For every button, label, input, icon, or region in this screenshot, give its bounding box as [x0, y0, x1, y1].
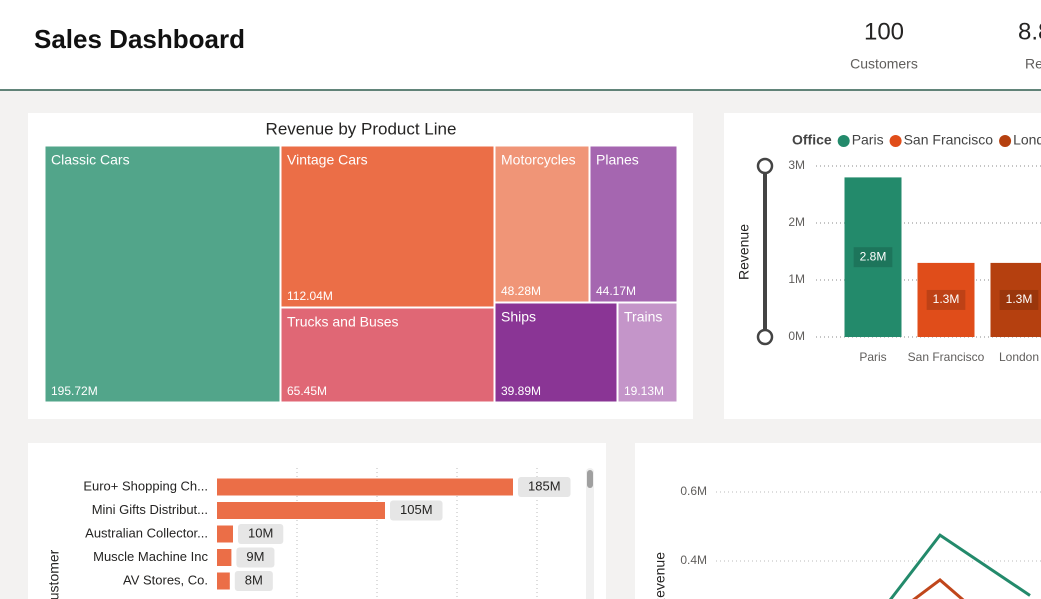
treemap-tile [589, 145, 678, 303]
bar [217, 478, 513, 496]
x-tick-label: San Francisco [907, 350, 985, 364]
x-tick-label-box: San Francisco [907, 350, 985, 364]
bar [217, 525, 233, 543]
tile-value: 65.45M [287, 384, 327, 398]
y-tick-label: 0.4M [680, 553, 707, 567]
header-bar [0, 0, 1041, 90]
treemap-tile [494, 145, 590, 303]
value-label: 8M [245, 572, 263, 587]
y-tick-label: 1M [788, 272, 805, 286]
bar [217, 572, 230, 590]
y-tick-label: Muscle Machine Inc [93, 549, 208, 564]
y-tick-label: Euro+ Shopping Ch... [83, 478, 208, 493]
legend-marker [837, 135, 850, 147]
value-label-bg [853, 247, 893, 268]
panel [28, 443, 606, 599]
value-label-bg [390, 500, 443, 521]
panel [635, 443, 1041, 599]
y-tick-label: Mini Gifts Distribut... [92, 502, 208, 517]
kpi-label: Re [1025, 56, 1041, 72]
slider-handle[interactable] [756, 157, 774, 175]
tile-label: Classic Cars [51, 152, 130, 168]
y-tick-label: 0M [788, 329, 805, 343]
y-axis-title: Revenue [736, 224, 752, 280]
value-label-bg [234, 571, 273, 591]
tile-value: 39.89M [501, 384, 541, 398]
treemap-tile [44, 145, 281, 403]
tile-label: Trucks and Buses [287, 314, 399, 330]
slider-handle[interactable] [756, 328, 774, 346]
value-label: 1.3M [1006, 292, 1033, 306]
line [912, 578, 965, 599]
line [888, 533, 1031, 599]
y-tick-label: 2M [788, 215, 805, 229]
legend-title: Office [792, 132, 832, 148]
kpi-label: Customers [850, 56, 918, 72]
chart-title: Revenue by Product Line [266, 119, 457, 138]
tile-value: 19.13M [624, 384, 664, 398]
scrollbar-track[interactable] [586, 468, 594, 599]
value-label: 10M [248, 525, 273, 540]
y-tick-label: Australian Collector... [85, 525, 208, 540]
bar [844, 177, 902, 337]
treemap-tile [617, 302, 678, 403]
value-label: 105M [400, 502, 433, 517]
tile-value: 44.17M [596, 284, 636, 298]
kpi-value: 100 [864, 18, 904, 45]
value-label-bg [236, 547, 275, 568]
tile-label: Vintage Cars [287, 152, 368, 168]
value-label-bg [999, 289, 1039, 310]
y-axis-title: Customer [46, 549, 62, 599]
treemap-tile [280, 145, 495, 308]
tile-label: Motorcycles [501, 152, 576, 168]
bar [217, 549, 232, 566]
y-axis-title: Revenue [652, 552, 668, 599]
value-label: 185M [528, 478, 561, 493]
legend-label: San Francisco [904, 132, 994, 148]
value-label-bg [238, 524, 284, 544]
value-label: 9M [246, 549, 264, 564]
value-label-bg [518, 477, 571, 497]
kpi-value: 8.8 [1018, 18, 1041, 45]
value-label: 2.8M [860, 249, 887, 263]
x-tick-label: London [998, 350, 1040, 364]
tile-value: 112.04M [287, 289, 333, 303]
legend-label: Paris [852, 132, 884, 148]
tile-label: Ships [501, 309, 536, 325]
y-tick-label: 0.6M [680, 484, 707, 498]
tile-label: Planes [596, 152, 639, 168]
x-tick-label: Paris [859, 350, 887, 364]
y-tick-label: AV Stores, Co. [123, 572, 208, 587]
treemap-tile [280, 307, 495, 403]
tile-value: 48.28M [501, 284, 541, 298]
x-tick-label-box: Paris [859, 350, 887, 364]
scrollbar-thumb[interactable] [587, 470, 593, 488]
bar [217, 502, 385, 519]
treemap-tile [494, 302, 618, 403]
y-tick-label: 3M [788, 158, 805, 172]
bar [917, 262, 975, 337]
x-tick-label-box: London [998, 350, 1040, 364]
tile-value: 195.72M [51, 384, 98, 398]
legend-marker [889, 135, 902, 147]
bar [990, 262, 1041, 337]
tile-label: Trains [624, 309, 662, 325]
value-label-bg [926, 289, 966, 310]
value-label: 1.3M [933, 292, 960, 306]
dashboard-title: Sales Dashboard [34, 24, 245, 54]
legend-marker [999, 135, 1012, 147]
legend-label: London [1013, 132, 1041, 148]
